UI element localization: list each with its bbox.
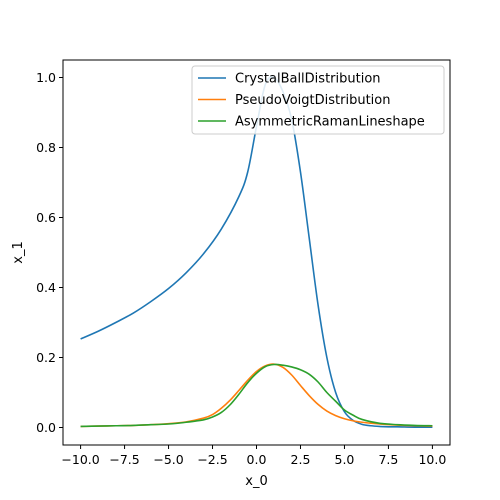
y-tick-label: 0.4 — [36, 280, 56, 295]
x-tick-label: 10.0 — [418, 452, 446, 467]
x-tick-label: 2.5 — [291, 452, 311, 467]
x-tick-label: −10.0 — [61, 452, 99, 467]
legend: CrystalBallDistribution PseudoVoigtDistri… — [192, 66, 444, 134]
x-tick-label: −7.5 — [109, 452, 139, 467]
x-tick-label: 0.0 — [247, 452, 267, 467]
legend-label: PseudoVoigtDistribution — [235, 93, 390, 108]
y-tick-label: 0.2 — [36, 350, 56, 365]
x-tick-label: 7.5 — [378, 452, 398, 467]
legend-label: CrystalBallDistribution — [235, 72, 381, 87]
x-axis-label: x_0 — [245, 474, 267, 489]
y-tick-label: 0.6 — [36, 210, 56, 225]
y-tick-label: 0.8 — [36, 140, 56, 155]
y-tick-label: 0.0 — [36, 420, 56, 435]
y-tick-label: 1.0 — [36, 70, 56, 85]
x-tick-label: 5.0 — [335, 452, 355, 467]
legend-label: AsymmetricRamanLineshape — [235, 115, 425, 130]
x-tick-label: −2.5 — [197, 452, 227, 467]
y-axis-label: x_1 — [11, 241, 26, 263]
x-tick-label: −5.0 — [153, 452, 183, 467]
